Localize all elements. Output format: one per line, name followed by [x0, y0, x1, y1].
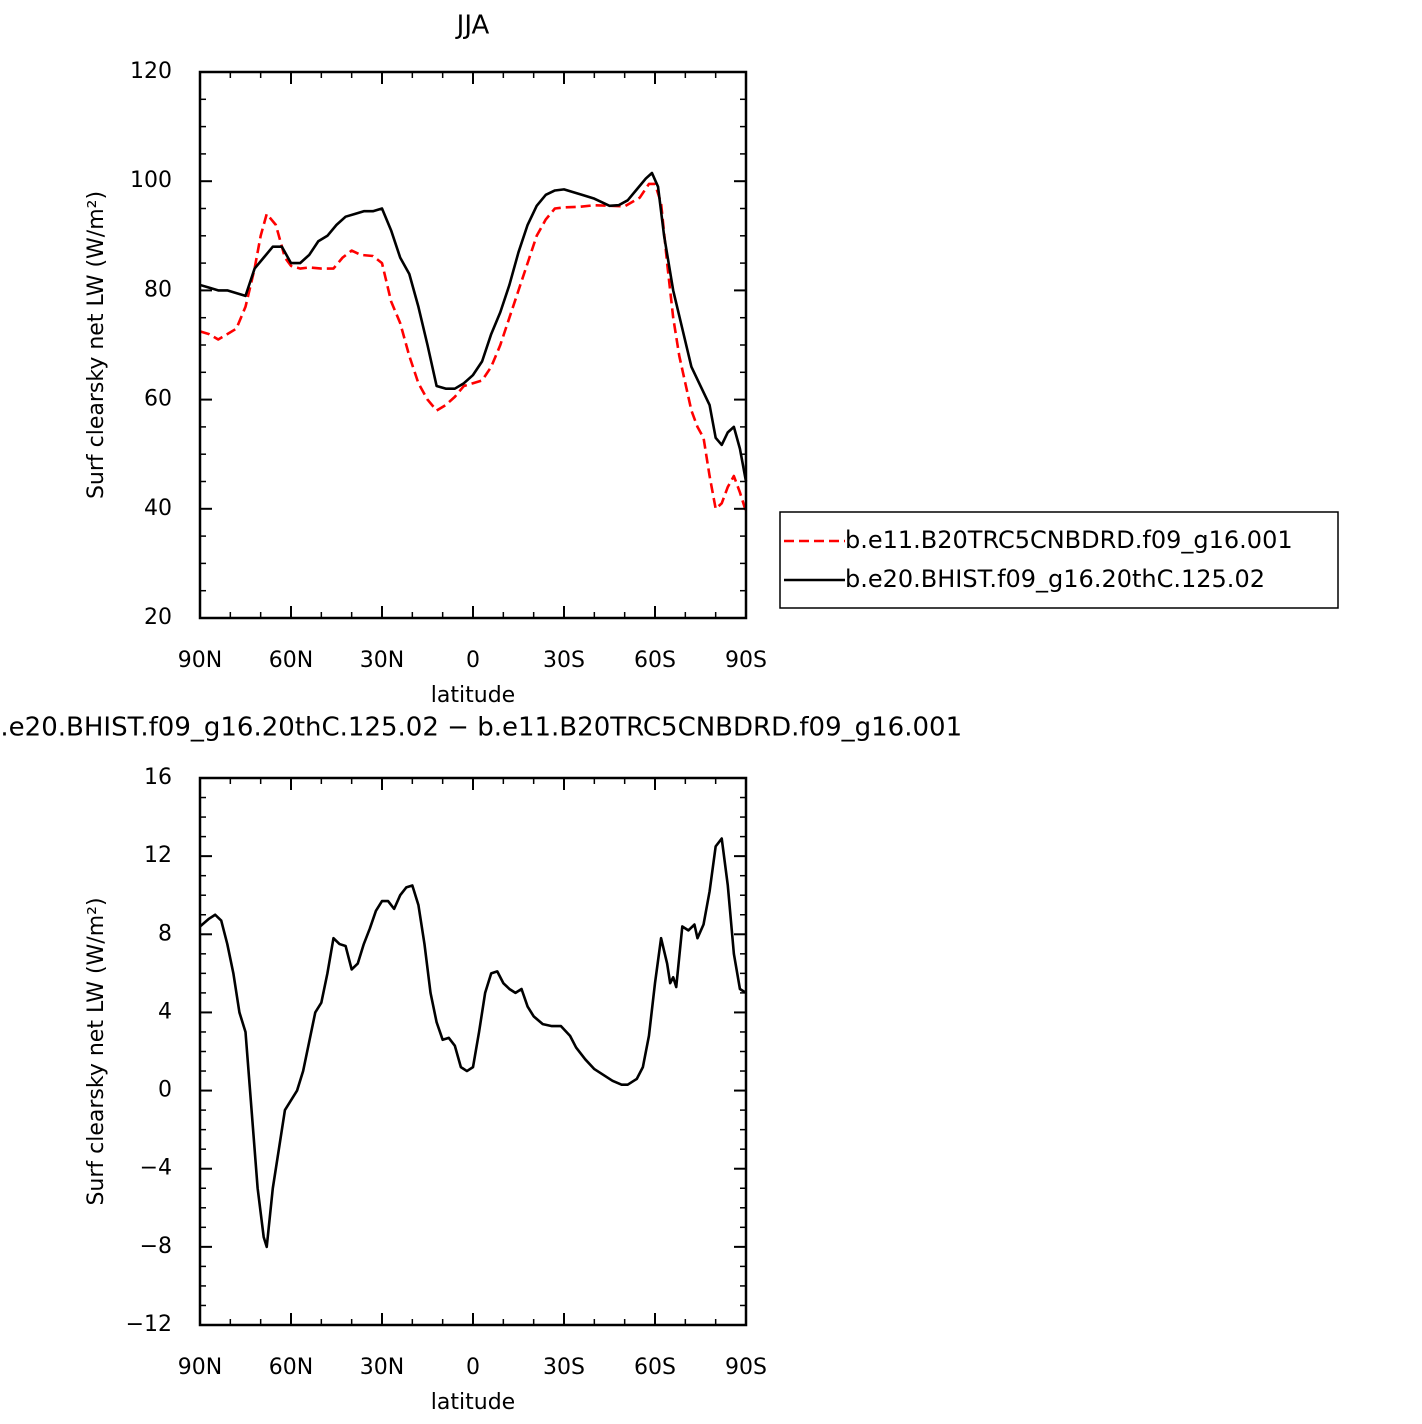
- y-axis-label: Surf clearsky net LW (W/m²): [84, 191, 109, 499]
- x-tick-label: 0: [466, 648, 480, 673]
- x-tick-label: 60S: [634, 648, 676, 673]
- data-line: [199, 837, 747, 1249]
- x-tick-label: 0: [466, 1355, 480, 1380]
- x-tick-label: 90N: [178, 648, 222, 673]
- data-line: [199, 182, 748, 512]
- x-tick-label: 60N: [269, 1355, 313, 1380]
- x-tick-label: 30S: [543, 1355, 585, 1380]
- x-tick-label: 60N: [269, 648, 313, 673]
- y-tick-label: −4: [140, 1156, 172, 1181]
- y-tick-label: 8: [158, 921, 172, 946]
- series-group: [199, 171, 748, 512]
- plot-frame: [198, 70, 748, 620]
- y-tick-label: 80: [144, 277, 172, 302]
- x-tick-label: 30N: [360, 1355, 404, 1380]
- x-axis-label: latitude: [431, 1390, 515, 1415]
- x-tick-label: 60S: [634, 1355, 676, 1380]
- x-tick-label: 30S: [543, 648, 585, 673]
- x-tick-label: 90S: [725, 1355, 767, 1380]
- x-tick-label: 30N: [360, 648, 404, 673]
- data-line: [199, 171, 748, 482]
- series-group: [199, 837, 747, 1249]
- y-tick-label: 20: [144, 605, 172, 630]
- y-axis-label: Surf clearsky net LW (W/m²): [84, 897, 109, 1205]
- y-tick-label: 100: [130, 168, 172, 193]
- chart-title: b.e20.BHIST.f09_g16.20thC.125.02 − b.e11…: [0, 713, 962, 743]
- y-tick-label: 60: [144, 387, 172, 412]
- y-tick-label: 40: [144, 496, 172, 521]
- y-tick-label: 4: [158, 999, 172, 1024]
- plot-frame: [198, 776, 748, 1327]
- legend-text: b.e20.BHIST.f09_g16.20thC.125.02: [845, 565, 1265, 593]
- x-tick-label: 90S: [725, 648, 767, 673]
- x-tick-label: 90N: [178, 1355, 222, 1380]
- y-tick-label: 12: [144, 843, 172, 868]
- legend-text: b.e11.B20TRC5CNBDRD.f09_g16.001: [845, 526, 1293, 554]
- y-tick-label: 0: [158, 1078, 172, 1103]
- y-tick-label: −12: [126, 1312, 172, 1337]
- chart-title: JJA: [455, 11, 490, 41]
- x-axis-label: latitude: [431, 683, 515, 708]
- y-tick-label: 120: [130, 59, 172, 84]
- y-tick-label: −8: [140, 1234, 172, 1259]
- y-tick-label: 16: [144, 765, 172, 790]
- legend-box: [779, 511, 1339, 609]
